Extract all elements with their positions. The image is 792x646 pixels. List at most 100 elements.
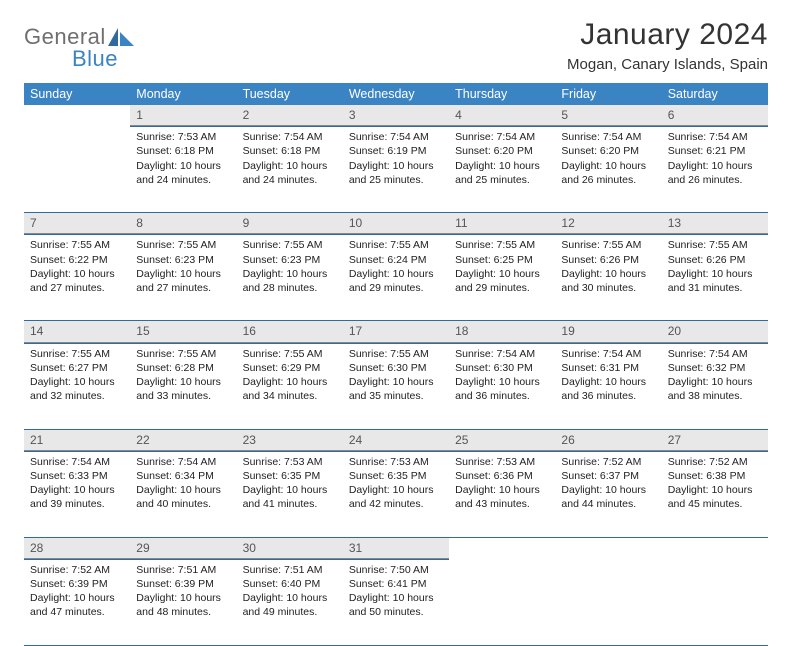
week-data-row: Sunrise: 7:52 AMSunset: 6:39 PMDaylight:… (24, 559, 768, 645)
daylight-line: Daylight: 10 hours and 47 minutes. (30, 591, 124, 619)
day-number: 26 (555, 430, 661, 451)
day-number: 12 (555, 213, 661, 234)
day-cell: Sunrise: 7:55 AMSunset: 6:26 PMDaylight:… (555, 235, 661, 299)
daylight-line: Daylight: 10 hours and 30 minutes. (561, 267, 655, 295)
daylight-line: Daylight: 10 hours and 25 minutes. (349, 159, 443, 187)
logo: GeneralBlue (24, 18, 134, 72)
day-cell: Sunrise: 7:53 AMSunset: 6:36 PMDaylight:… (449, 452, 555, 516)
sunset-line: Sunset: 6:21 PM (668, 144, 762, 158)
sunrise-line: Sunrise: 7:55 AM (349, 347, 443, 361)
daylight-line: Daylight: 10 hours and 27 minutes. (136, 267, 230, 295)
day-cell: Sunrise: 7:53 AMSunset: 6:18 PMDaylight:… (130, 127, 236, 191)
sunrise-line: Sunrise: 7:54 AM (349, 130, 443, 144)
day-cell: Sunrise: 7:55 AMSunset: 6:29 PMDaylight:… (237, 344, 343, 408)
sunrise-line: Sunrise: 7:54 AM (561, 130, 655, 144)
daylight-line: Daylight: 10 hours and 40 minutes. (136, 483, 230, 511)
day-number: 19 (555, 321, 661, 342)
logo-sail-icon (108, 28, 134, 46)
day-number: 13 (662, 213, 768, 234)
sunrise-line: Sunrise: 7:53 AM (136, 130, 230, 144)
daylight-line: Daylight: 10 hours and 43 minutes. (455, 483, 549, 511)
day-cell: Sunrise: 7:52 AMSunset: 6:39 PMDaylight:… (24, 560, 130, 624)
daylight-line: Daylight: 10 hours and 42 minutes. (349, 483, 443, 511)
day-number: 24 (343, 430, 449, 451)
day-number: 15 (130, 321, 236, 342)
sunset-line: Sunset: 6:33 PM (30, 469, 124, 483)
daylight-line: Daylight: 10 hours and 50 minutes. (349, 591, 443, 619)
day-number: 4 (449, 105, 555, 126)
week-data-row: Sunrise: 7:55 AMSunset: 6:27 PMDaylight:… (24, 343, 768, 429)
location-label: Mogan, Canary Islands, Spain (567, 56, 768, 73)
sunrise-line: Sunrise: 7:54 AM (561, 347, 655, 361)
week-data-row: Sunrise: 7:55 AMSunset: 6:22 PMDaylight:… (24, 235, 768, 321)
daylight-line: Daylight: 10 hours and 35 minutes. (349, 375, 443, 403)
sunrise-line: Sunrise: 7:55 AM (30, 347, 124, 361)
sunrise-line: Sunrise: 7:51 AM (243, 563, 337, 577)
day-number: 5 (555, 105, 661, 126)
sunset-line: Sunset: 6:35 PM (243, 469, 337, 483)
day-cell: Sunrise: 7:50 AMSunset: 6:41 PMDaylight:… (343, 560, 449, 624)
sunrise-line: Sunrise: 7:55 AM (136, 347, 230, 361)
day-number: 1 (130, 105, 236, 126)
sunset-line: Sunset: 6:20 PM (561, 144, 655, 158)
day-header: Saturday (662, 83, 768, 105)
day-cell: Sunrise: 7:53 AMSunset: 6:35 PMDaylight:… (237, 452, 343, 516)
sunrise-line: Sunrise: 7:52 AM (561, 455, 655, 469)
day-cell: Sunrise: 7:53 AMSunset: 6:35 PMDaylight:… (343, 452, 449, 516)
day-cell: Sunrise: 7:54 AMSunset: 6:34 PMDaylight:… (130, 452, 236, 516)
daylight-line: Daylight: 10 hours and 29 minutes. (349, 267, 443, 295)
week-data-row: Sunrise: 7:53 AMSunset: 6:18 PMDaylight:… (24, 127, 768, 213)
sunset-line: Sunset: 6:34 PM (136, 469, 230, 483)
day-number: 9 (237, 213, 343, 234)
daylight-line: Daylight: 10 hours and 32 minutes. (30, 375, 124, 403)
sunrise-line: Sunrise: 7:54 AM (455, 130, 549, 144)
day-cell: Sunrise: 7:54 AMSunset: 6:30 PMDaylight:… (449, 344, 555, 408)
daylight-line: Daylight: 10 hours and 24 minutes. (136, 159, 230, 187)
day-cell: Sunrise: 7:55 AMSunset: 6:27 PMDaylight:… (24, 344, 130, 408)
calendar-table: SundayMondayTuesdayWednesdayThursdayFrid… (24, 83, 768, 646)
day-number: 27 (662, 430, 768, 451)
daylight-line: Daylight: 10 hours and 27 minutes. (30, 267, 124, 295)
sunset-line: Sunset: 6:36 PM (455, 469, 549, 483)
day-number: 2 (237, 105, 343, 126)
sunrise-line: Sunrise: 7:54 AM (455, 347, 549, 361)
day-cell: Sunrise: 7:54 AMSunset: 6:18 PMDaylight:… (237, 127, 343, 191)
day-number: 22 (130, 430, 236, 451)
day-cell: Sunrise: 7:55 AMSunset: 6:23 PMDaylight:… (237, 235, 343, 299)
day-header: Monday (130, 83, 236, 105)
logo-text-blue: Blue (72, 46, 118, 72)
daylight-line: Daylight: 10 hours and 44 minutes. (561, 483, 655, 511)
day-number: 29 (130, 538, 236, 559)
page-title: January 2024 (567, 18, 768, 52)
day-cell: Sunrise: 7:55 AMSunset: 6:22 PMDaylight:… (24, 235, 130, 299)
daylight-line: Daylight: 10 hours and 49 minutes. (243, 591, 337, 619)
day-number: 20 (662, 321, 768, 342)
header: GeneralBlue January 2024 Mogan, Canary I… (24, 18, 768, 73)
title-block: January 2024 Mogan, Canary Islands, Spai… (567, 18, 768, 73)
sunset-line: Sunset: 6:22 PM (30, 253, 124, 267)
day-number: 10 (343, 213, 449, 234)
sunset-line: Sunset: 6:30 PM (455, 361, 549, 375)
daylight-line: Daylight: 10 hours and 36 minutes. (561, 375, 655, 403)
sunset-line: Sunset: 6:35 PM (349, 469, 443, 483)
sunset-line: Sunset: 6:23 PM (243, 253, 337, 267)
sunrise-line: Sunrise: 7:54 AM (668, 130, 762, 144)
sunrise-line: Sunrise: 7:55 AM (561, 238, 655, 252)
sunrise-line: Sunrise: 7:55 AM (349, 238, 443, 252)
sunset-line: Sunset: 6:38 PM (668, 469, 762, 483)
sunset-line: Sunset: 6:19 PM (349, 144, 443, 158)
day-number: 23 (237, 430, 343, 451)
day-cell: Sunrise: 7:54 AMSunset: 6:20 PMDaylight:… (555, 127, 661, 191)
day-number: 16 (237, 321, 343, 342)
day-number: 28 (24, 538, 130, 559)
day-cell: Sunrise: 7:55 AMSunset: 6:24 PMDaylight:… (343, 235, 449, 299)
sunrise-line: Sunrise: 7:52 AM (668, 455, 762, 469)
week-data-row: Sunrise: 7:54 AMSunset: 6:33 PMDaylight:… (24, 451, 768, 537)
sunrise-line: Sunrise: 7:55 AM (455, 238, 549, 252)
day-cell: Sunrise: 7:54 AMSunset: 6:33 PMDaylight:… (24, 452, 130, 516)
day-header: Thursday (449, 83, 555, 105)
daylight-line: Daylight: 10 hours and 45 minutes. (668, 483, 762, 511)
daylight-line: Daylight: 10 hours and 29 minutes. (455, 267, 549, 295)
day-cell: Sunrise: 7:55 AMSunset: 6:28 PMDaylight:… (130, 344, 236, 408)
daylight-line: Daylight: 10 hours and 26 minutes. (668, 159, 762, 187)
